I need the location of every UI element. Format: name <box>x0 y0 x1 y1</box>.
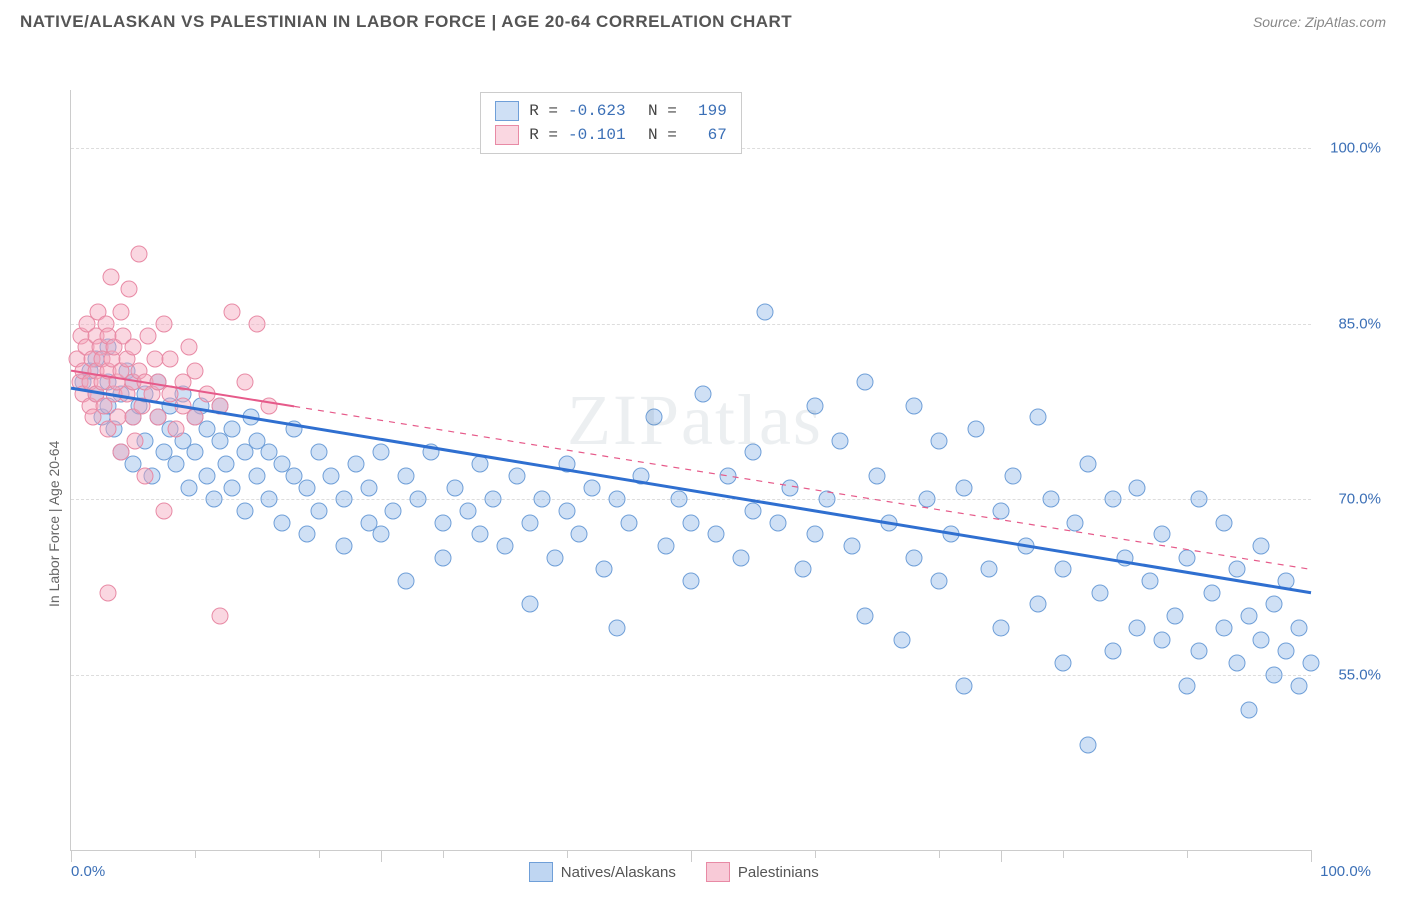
x-tick-major <box>691 850 692 862</box>
legend-swatch <box>529 862 553 882</box>
x-tick <box>939 850 940 858</box>
legend-label: Palestinians <box>738 864 819 881</box>
plot-area: 55.0%70.0%85.0%100.0%0.0%100.0%ZIPatlasR… <box>70 90 1311 851</box>
y-tick-label: 70.0% <box>1338 491 1381 508</box>
trend-line-solid <box>71 388 1311 593</box>
x-tick <box>443 850 444 858</box>
stats-n-value: 67 <box>687 123 727 147</box>
stats-n-label: N = <box>648 99 677 123</box>
legend: Natives/Alaskans Palestinians <box>529 862 819 882</box>
x-tick-major <box>1001 850 1002 862</box>
y-tick-label: 85.0% <box>1338 315 1381 332</box>
chart-title: NATIVE/ALASKAN VS PALESTINIAN IN LABOR F… <box>20 12 792 32</box>
x-tick <box>319 850 320 858</box>
x-tick <box>1187 850 1188 858</box>
stats-swatch <box>495 125 519 145</box>
x-tick <box>195 850 196 858</box>
stats-swatch <box>495 101 519 121</box>
stats-n-value: 199 <box>687 99 727 123</box>
y-tick-label: 100.0% <box>1330 140 1381 157</box>
chart-header: NATIVE/ALASKAN VS PALESTINIAN IN LABOR F… <box>0 0 1406 40</box>
chart-source: Source: ZipAtlas.com <box>1253 14 1386 30</box>
legend-label: Natives/Alaskans <box>561 864 676 881</box>
stats-r-label: R = <box>529 99 558 123</box>
x-axis-label-max: 100.0% <box>1320 863 1371 880</box>
x-tick <box>1063 850 1064 858</box>
stats-r-label: R = <box>529 123 558 147</box>
x-tick <box>815 850 816 858</box>
stats-row: R = -0.623 N = 199 <box>495 99 727 123</box>
stats-box: R = -0.623 N = 199 R = -0.101 N = 67 <box>480 92 742 154</box>
trend-line-dashed <box>294 406 1311 569</box>
legend-swatch <box>706 862 730 882</box>
y-axis-title: In Labor Force | Age 20-64 <box>46 440 62 606</box>
x-tick-major <box>1311 850 1312 862</box>
legend-item: Palestinians <box>706 862 819 882</box>
stats-r-value: -0.101 <box>568 123 638 147</box>
x-axis-label-min: 0.0% <box>71 863 105 880</box>
stats-n-label: N = <box>648 123 677 147</box>
x-tick-major <box>381 850 382 862</box>
legend-item: Natives/Alaskans <box>529 862 676 882</box>
x-tick-major <box>71 850 72 862</box>
stats-row: R = -0.101 N = 67 <box>495 123 727 147</box>
correlation-chart: 55.0%70.0%85.0%100.0%0.0%100.0%ZIPatlasR… <box>20 40 1400 900</box>
stats-r-value: -0.623 <box>568 99 638 123</box>
x-tick <box>567 850 568 858</box>
trend-lines <box>71 90 1311 850</box>
y-tick-label: 55.0% <box>1338 666 1381 683</box>
trend-line-solid <box>71 371 294 407</box>
